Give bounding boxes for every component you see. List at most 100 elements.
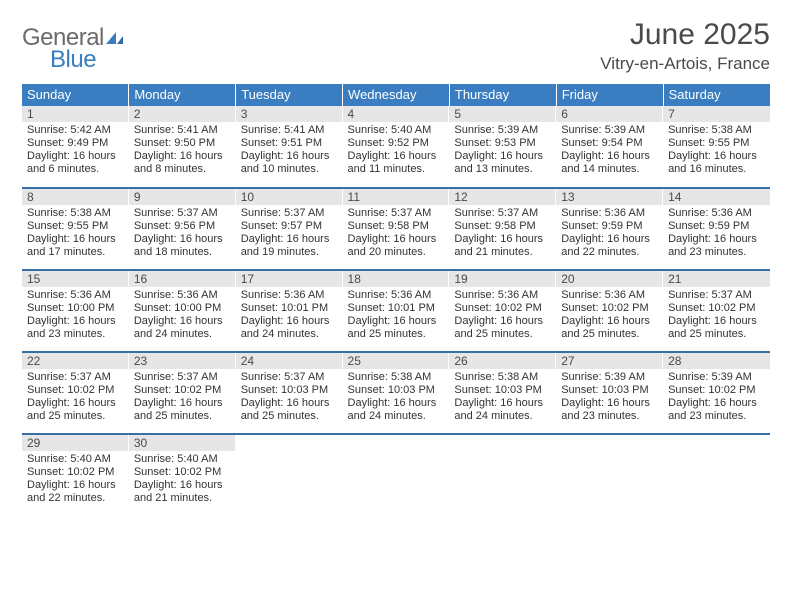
location-label: Vitry-en-Artois, France [600, 54, 770, 74]
calendar-grid: Sunday Monday Tuesday Wednesday Thursday… [22, 84, 770, 516]
daylight-line: Daylight: 16 hours and 11 minutes. [348, 150, 445, 176]
day-cell: 15Sunrise: 5:36 AMSunset: 10:00 PMDaylig… [22, 270, 129, 352]
weekday-monday: Monday [129, 84, 236, 106]
day-number: 28 [663, 353, 770, 369]
day-number: 14 [663, 189, 770, 205]
day-number: 2 [129, 106, 236, 122]
day-number: 12 [449, 189, 556, 205]
day-cell: 28Sunrise: 5:39 AMSunset: 10:02 PMDaylig… [663, 352, 770, 434]
sunset-line: Sunset: 10:03 PM [561, 384, 658, 397]
day-number: 16 [129, 271, 236, 287]
sunrise-line: Sunrise: 5:42 AM [27, 124, 124, 137]
day-details: Sunrise: 5:40 AMSunset: 10:02 PMDaylight… [22, 451, 129, 509]
sunrise-line: Sunrise: 5:37 AM [134, 371, 231, 384]
day-details: Sunrise: 5:38 AMSunset: 9:55 PMDaylight:… [22, 205, 129, 263]
day-details: Sunrise: 5:36 AMSunset: 10:00 PMDaylight… [129, 287, 236, 345]
day-number: 19 [449, 271, 556, 287]
daylight-line: Daylight: 16 hours and 24 minutes. [241, 315, 338, 341]
daylight-line: Daylight: 16 hours and 25 minutes. [454, 315, 551, 341]
day-details: Sunrise: 5:38 AMSunset: 10:03 PMDaylight… [343, 369, 450, 427]
sunset-line: Sunset: 9:51 PM [241, 137, 338, 150]
sunrise-line: Sunrise: 5:37 AM [134, 207, 231, 220]
day-details: Sunrise: 5:39 AMSunset: 9:53 PMDaylight:… [449, 122, 556, 180]
day-cell: 4 Sunrise: 5:40 AMSunset: 9:52 PMDaylight… [343, 106, 450, 188]
day-cell: 5Sunrise: 5:39 AMSunset: 9:53 PMDaylight… [449, 106, 556, 188]
day-cell: 30Sunrise: 5:40 AMSunset: 10:02 PMDaylig… [129, 434, 236, 516]
day-number: 9 [129, 189, 236, 205]
sunset-line: Sunset: 10:01 PM [241, 302, 338, 315]
day-cell: 23Sunrise: 5:37 AMSunset: 10:02 PMDaylig… [129, 352, 236, 434]
sunrise-line: Sunrise: 5:36 AM [454, 289, 551, 302]
page-header: GeneralBlue June 2025 Vitry-en-Artois, F… [22, 18, 770, 74]
day-details: Sunrise: 5:36 AMSunset: 9:59 PMDaylight:… [663, 205, 770, 263]
daylight-line: Daylight: 16 hours and 6 minutes. [27, 150, 124, 176]
sunrise-line: Sunrise: 5:38 AM [27, 207, 124, 220]
sunset-line: Sunset: 10:02 PM [561, 302, 658, 315]
day-details: Sunrise: 5:37 AMSunset: 10:02 PMDaylight… [129, 369, 236, 427]
daylight-line: Daylight: 16 hours and 23 minutes. [668, 397, 765, 423]
day-number: 5 [449, 106, 556, 122]
calendar-page: GeneralBlue June 2025 Vitry-en-Artois, F… [0, 0, 792, 612]
sunset-line: Sunset: 9:59 PM [561, 220, 658, 233]
day-number: 15 [22, 271, 129, 287]
daylight-line: Daylight: 16 hours and 21 minutes. [454, 233, 551, 259]
daylight-line: Daylight: 16 hours and 22 minutes. [27, 479, 124, 505]
sunrise-line: Sunrise: 5:36 AM [27, 289, 124, 302]
sunrise-line: Sunrise: 5:39 AM [561, 371, 658, 384]
sunset-line: Sunset: 9:52 PM [348, 137, 445, 150]
calendar-body: 1Sunrise: 5:42 AMSunset: 9:49 PMDaylight… [22, 106, 770, 516]
daylight-line: Daylight: 16 hours and 25 minutes. [134, 397, 231, 423]
calendar-row: 29Sunrise: 5:40 AMSunset: 10:02 PMDaylig… [22, 434, 770, 516]
daylight-line: Daylight: 16 hours and 25 minutes. [668, 315, 765, 341]
day-cell: 10Sunrise: 5:37 AMSunset: 9:57 PMDayligh… [236, 188, 343, 270]
sunset-line: Sunset: 10:02 PM [27, 384, 124, 397]
empty-cell [556, 434, 663, 516]
day-cell: 19 Sunrise: 5:36 AMSunset: 10:02 PMDaylig… [449, 270, 556, 352]
sunrise-line: Sunrise: 5:41 AM [134, 124, 231, 137]
day-details: Sunrise: 5:42 AMSunset: 9:49 PMDaylight:… [22, 122, 129, 180]
calendar-row: 22Sunrise: 5:37 AMSunset: 10:02 PMDaylig… [22, 352, 770, 434]
day-details: Sunrise: 5:36 AMSunset: 10:01 PMDaylight… [343, 287, 450, 345]
sunrise-line: Sunrise: 5:40 AM [348, 124, 445, 137]
empty-cell [663, 434, 770, 516]
sunset-line: Sunset: 10:03 PM [348, 384, 445, 397]
title-block: June 2025 Vitry-en-Artois, France [600, 18, 770, 74]
day-details: Sunrise: 5:36 AMSunset: 10:02 PMDaylight… [556, 287, 663, 345]
sunset-line: Sunset: 9:55 PM [27, 220, 124, 233]
daylight-line: Daylight: 16 hours and 16 minutes. [668, 150, 765, 176]
weekday-saturday: Saturday [663, 84, 770, 106]
day-cell: 20Sunrise: 5:36 AMSunset: 10:02 PMDaylig… [556, 270, 663, 352]
sunrise-line: Sunrise: 5:37 AM [348, 207, 445, 220]
day-details: Sunrise: 5:39 AMSunset: 10:03 PMDaylight… [556, 369, 663, 427]
sunrise-line: Sunrise: 5:37 AM [241, 371, 338, 384]
day-cell: 17Sunrise: 5:36 AMSunset: 10:01 PMDaylig… [236, 270, 343, 352]
sunset-line: Sunset: 9:55 PM [668, 137, 765, 150]
daylight-line: Daylight: 16 hours and 25 minutes. [348, 315, 445, 341]
sunset-line: Sunset: 10:02 PM [454, 302, 551, 315]
daylight-line: Daylight: 16 hours and 13 minutes. [454, 150, 551, 176]
day-number: 4 [343, 106, 450, 122]
day-details: Sunrise: 5:41 AMSunset: 9:51 PMDaylight:… [236, 122, 343, 180]
day-details: Sunrise: 5:37 AMSunset: 9:58 PMDaylight:… [449, 205, 556, 263]
day-number: 18 [343, 271, 450, 287]
empty-cell [236, 434, 343, 516]
weekday-sunday: Sunday [22, 84, 129, 106]
daylight-line: Daylight: 16 hours and 23 minutes. [561, 397, 658, 423]
day-cell: 6Sunrise: 5:39 AMSunset: 9:54 PMDaylight… [556, 106, 663, 188]
daylight-line: Daylight: 16 hours and 25 minutes. [241, 397, 338, 423]
day-number: 29 [22, 435, 129, 451]
sunset-line: Sunset: 9:56 PM [134, 220, 231, 233]
month-title: June 2025 [600, 18, 770, 52]
weekday-tuesday: Tuesday [236, 84, 343, 106]
day-details: Sunrise: 5:39 AMSunset: 10:02 PMDaylight… [663, 369, 770, 427]
day-number: 11 [343, 189, 450, 205]
sunset-line: Sunset: 10:01 PM [348, 302, 445, 315]
sunrise-line: Sunrise: 5:36 AM [561, 289, 658, 302]
sunrise-line: Sunrise: 5:38 AM [348, 371, 445, 384]
daylight-line: Daylight: 16 hours and 21 minutes. [134, 479, 231, 505]
sunset-line: Sunset: 10:02 PM [27, 466, 124, 479]
sunrise-line: Sunrise: 5:36 AM [241, 289, 338, 302]
daylight-line: Daylight: 16 hours and 14 minutes. [561, 150, 658, 176]
sunrise-line: Sunrise: 5:38 AM [668, 124, 765, 137]
day-number: 30 [129, 435, 236, 451]
